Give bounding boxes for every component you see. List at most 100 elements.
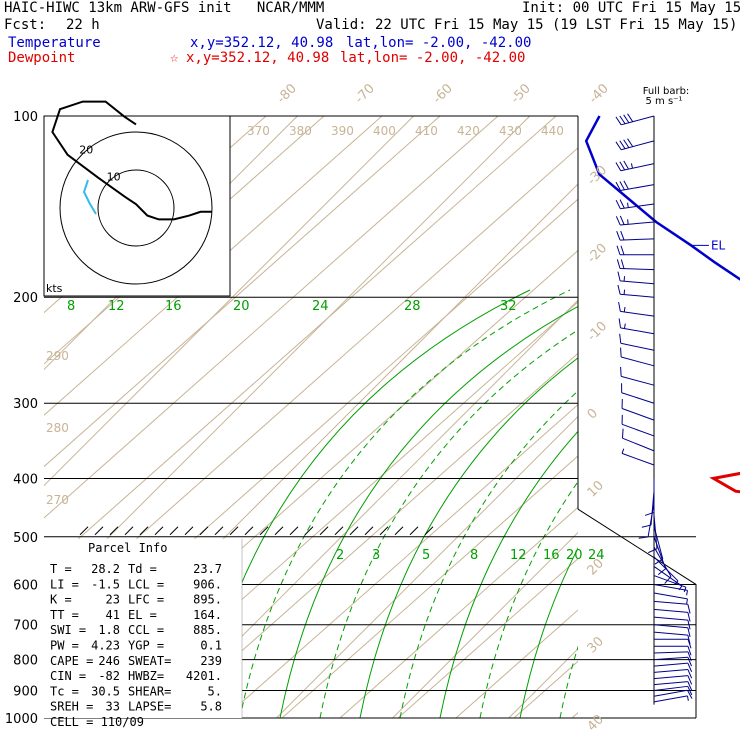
- parcel-row-value: 23: [106, 593, 120, 607]
- dry-adiabat-line: [44, 116, 441, 468]
- wind-barb: [621, 423, 655, 437]
- barb-key-line1: Full barb:: [643, 86, 690, 97]
- wind-barb-flag: [687, 657, 692, 667]
- wind-barb-flag: [619, 199, 625, 209]
- parcel-row-value: 164.: [193, 608, 222, 622]
- parcel-row-label: PW =: [50, 639, 79, 653]
- parcel-row-value: 33: [106, 700, 120, 714]
- wind-barb-flag: [687, 604, 691, 614]
- wind-barb: [653, 668, 688, 673]
- wind-barb-half: [686, 598, 688, 604]
- wind-barb-half: [623, 306, 626, 313]
- wind-barb-flag: [617, 284, 621, 295]
- wind-barb-flag: [615, 216, 621, 226]
- wind-barb: [653, 556, 679, 582]
- theta-label: 270: [46, 493, 69, 507]
- wind-barb-flag: [621, 428, 624, 439]
- parcel-row-label: Td =: [128, 562, 157, 576]
- parcel-row-label: SWEAT=: [128, 654, 171, 668]
- hodograph-ring-label: 20: [79, 143, 93, 156]
- parcel-table-bg: [44, 538, 242, 718]
- mixing-ratio-label: 8: [470, 548, 478, 563]
- theta-label: 420: [457, 124, 480, 138]
- pressure-tick-label: 900: [13, 684, 38, 699]
- barb-key-line2: 5 m s⁻¹: [646, 96, 683, 107]
- wind-barb-flag: [616, 259, 621, 269]
- isotherm-line: [392, 531, 578, 718]
- hatch-mark: [379, 526, 389, 536]
- wind-barb: [653, 675, 688, 680]
- mixing-ratio-line: [319, 329, 578, 718]
- dry-adiabat-line: [44, 116, 383, 416]
- wind-barb: [620, 327, 655, 335]
- wind-barb-flag: [617, 271, 621, 281]
- mixing-ratio-line: [720, 290, 740, 718]
- model-title: HAIC-HIWC 13km ARW-GFS init NCAR/MMM: [4, 0, 325, 16]
- wind-barb-flag: [619, 333, 622, 344]
- parcel-row-label: EL =: [128, 608, 157, 622]
- mixing-ratio-label: 3: [372, 548, 380, 563]
- pressure-tick-label: 700: [13, 619, 38, 634]
- pressure-tick-label: 800: [13, 654, 38, 669]
- hatch-mark: [349, 526, 359, 536]
- isotherm-label: -80: [274, 81, 300, 107]
- hatch-mark: [304, 526, 314, 536]
- wind-barb-flag: [687, 627, 691, 638]
- mixing-ratio-label: 16: [165, 299, 182, 314]
- wind-barb-flag: [620, 230, 625, 241]
- wind-barb: [647, 503, 655, 537]
- theta-label: 290: [46, 349, 69, 363]
- sounding-profiles: ELLFCLCLCCLM: [584, 115, 740, 494]
- dewpoint-profile: [709, 471, 740, 494]
- hatch-mark: [409, 526, 419, 536]
- dry-adiabat-line: [339, 506, 578, 718]
- wind-barb: [653, 685, 688, 691]
- dry-adiabat-line: [455, 609, 578, 718]
- dry-adiabat-line: [44, 116, 499, 519]
- parcel-row-value: 30.5: [91, 684, 120, 698]
- fcst-value: 22 h: [66, 17, 100, 33]
- wind-barb-flag: [616, 231, 621, 241]
- parcel-row-label: K =: [50, 593, 72, 607]
- pressure-tick-label: 100: [13, 110, 38, 125]
- theta-label: 400: [373, 124, 396, 138]
- wind-barb: [653, 565, 683, 587]
- wind-barb-flag: [687, 690, 693, 699]
- dry-adiabat-line: [397, 557, 578, 718]
- theta-label: 370: [247, 124, 270, 138]
- isotherm-label: -10: [585, 319, 611, 345]
- pressure-tick-label: 1000: [5, 712, 38, 727]
- parcel-row-value: -1.5: [91, 577, 120, 591]
- parcel-row-value: 23.7: [193, 562, 222, 576]
- wind-barb-flag: [615, 181, 621, 191]
- isotherm-label: 30: [585, 634, 607, 656]
- wind-barb: [653, 651, 688, 654]
- wind-barb: [620, 238, 655, 241]
- wind-barb: [620, 342, 655, 351]
- mixing-ratio-label: 12: [108, 299, 125, 314]
- temperature-legend: Temperature: [8, 35, 101, 51]
- wind-barb-flag: [687, 639, 692, 649]
- fcst-label: Fcst:: [4, 17, 47, 33]
- parcel-row-label: CIN =: [50, 669, 86, 683]
- mixing-ratio-line: [279, 305, 578, 718]
- parcel-row-label: SHEAR=: [128, 684, 171, 698]
- plot-border: [577, 508, 697, 718]
- init-time: Init: 00 UTC Fri 15 May 15: [522, 0, 740, 16]
- pressure-tick-label: 200: [13, 291, 38, 306]
- wind-barb-flag: [627, 113, 634, 122]
- wind-barb: [620, 163, 655, 172]
- wind-barb: [621, 356, 655, 367]
- theta-label: 440: [541, 124, 564, 138]
- wind-barb: [620, 184, 655, 191]
- el-label: EL: [711, 238, 726, 252]
- mixing-ratio-line: [519, 547, 578, 718]
- isotherm-line: [276, 415, 578, 718]
- hatch-mark: [319, 526, 329, 536]
- mixing-ratio-label: 12: [510, 548, 527, 563]
- parcel-row-value: 246: [98, 654, 120, 668]
- wind-barb-flag: [615, 116, 622, 126]
- wind-barb: [621, 375, 655, 386]
- star-icon: ☆: [170, 50, 179, 66]
- wind-barb-flag: [618, 318, 622, 328]
